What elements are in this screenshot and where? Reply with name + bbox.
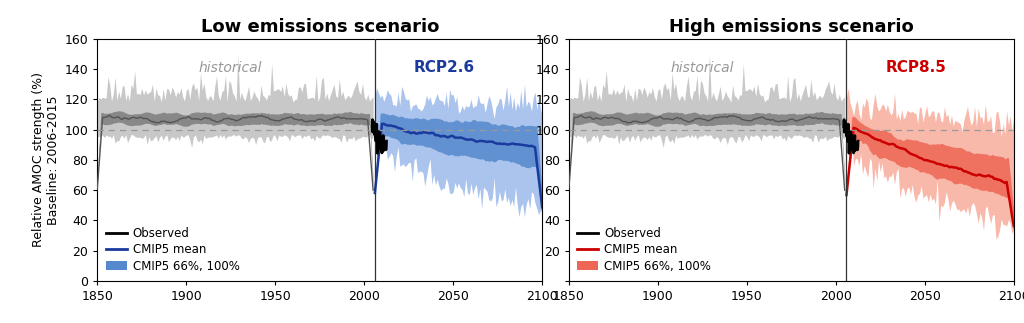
Title: Low emissions scenario: Low emissions scenario	[201, 18, 439, 36]
Text: RCP2.6: RCP2.6	[414, 60, 475, 75]
Text: RCP8.5: RCP8.5	[886, 60, 946, 75]
Y-axis label: Relative AMOC strength (%)
Baseline: 2006-2015: Relative AMOC strength (%) Baseline: 200…	[32, 72, 60, 247]
Title: High emissions scenario: High emissions scenario	[669, 18, 913, 36]
Text: historical: historical	[671, 61, 734, 75]
Text: historical: historical	[199, 61, 262, 75]
Legend: Observed, CMIP5 mean, CMIP5 66%, 100%: Observed, CMIP5 mean, CMIP5 66%, 100%	[574, 224, 714, 275]
Legend: Observed, CMIP5 mean, CMIP5 66%, 100%: Observed, CMIP5 mean, CMIP5 66%, 100%	[103, 224, 242, 275]
